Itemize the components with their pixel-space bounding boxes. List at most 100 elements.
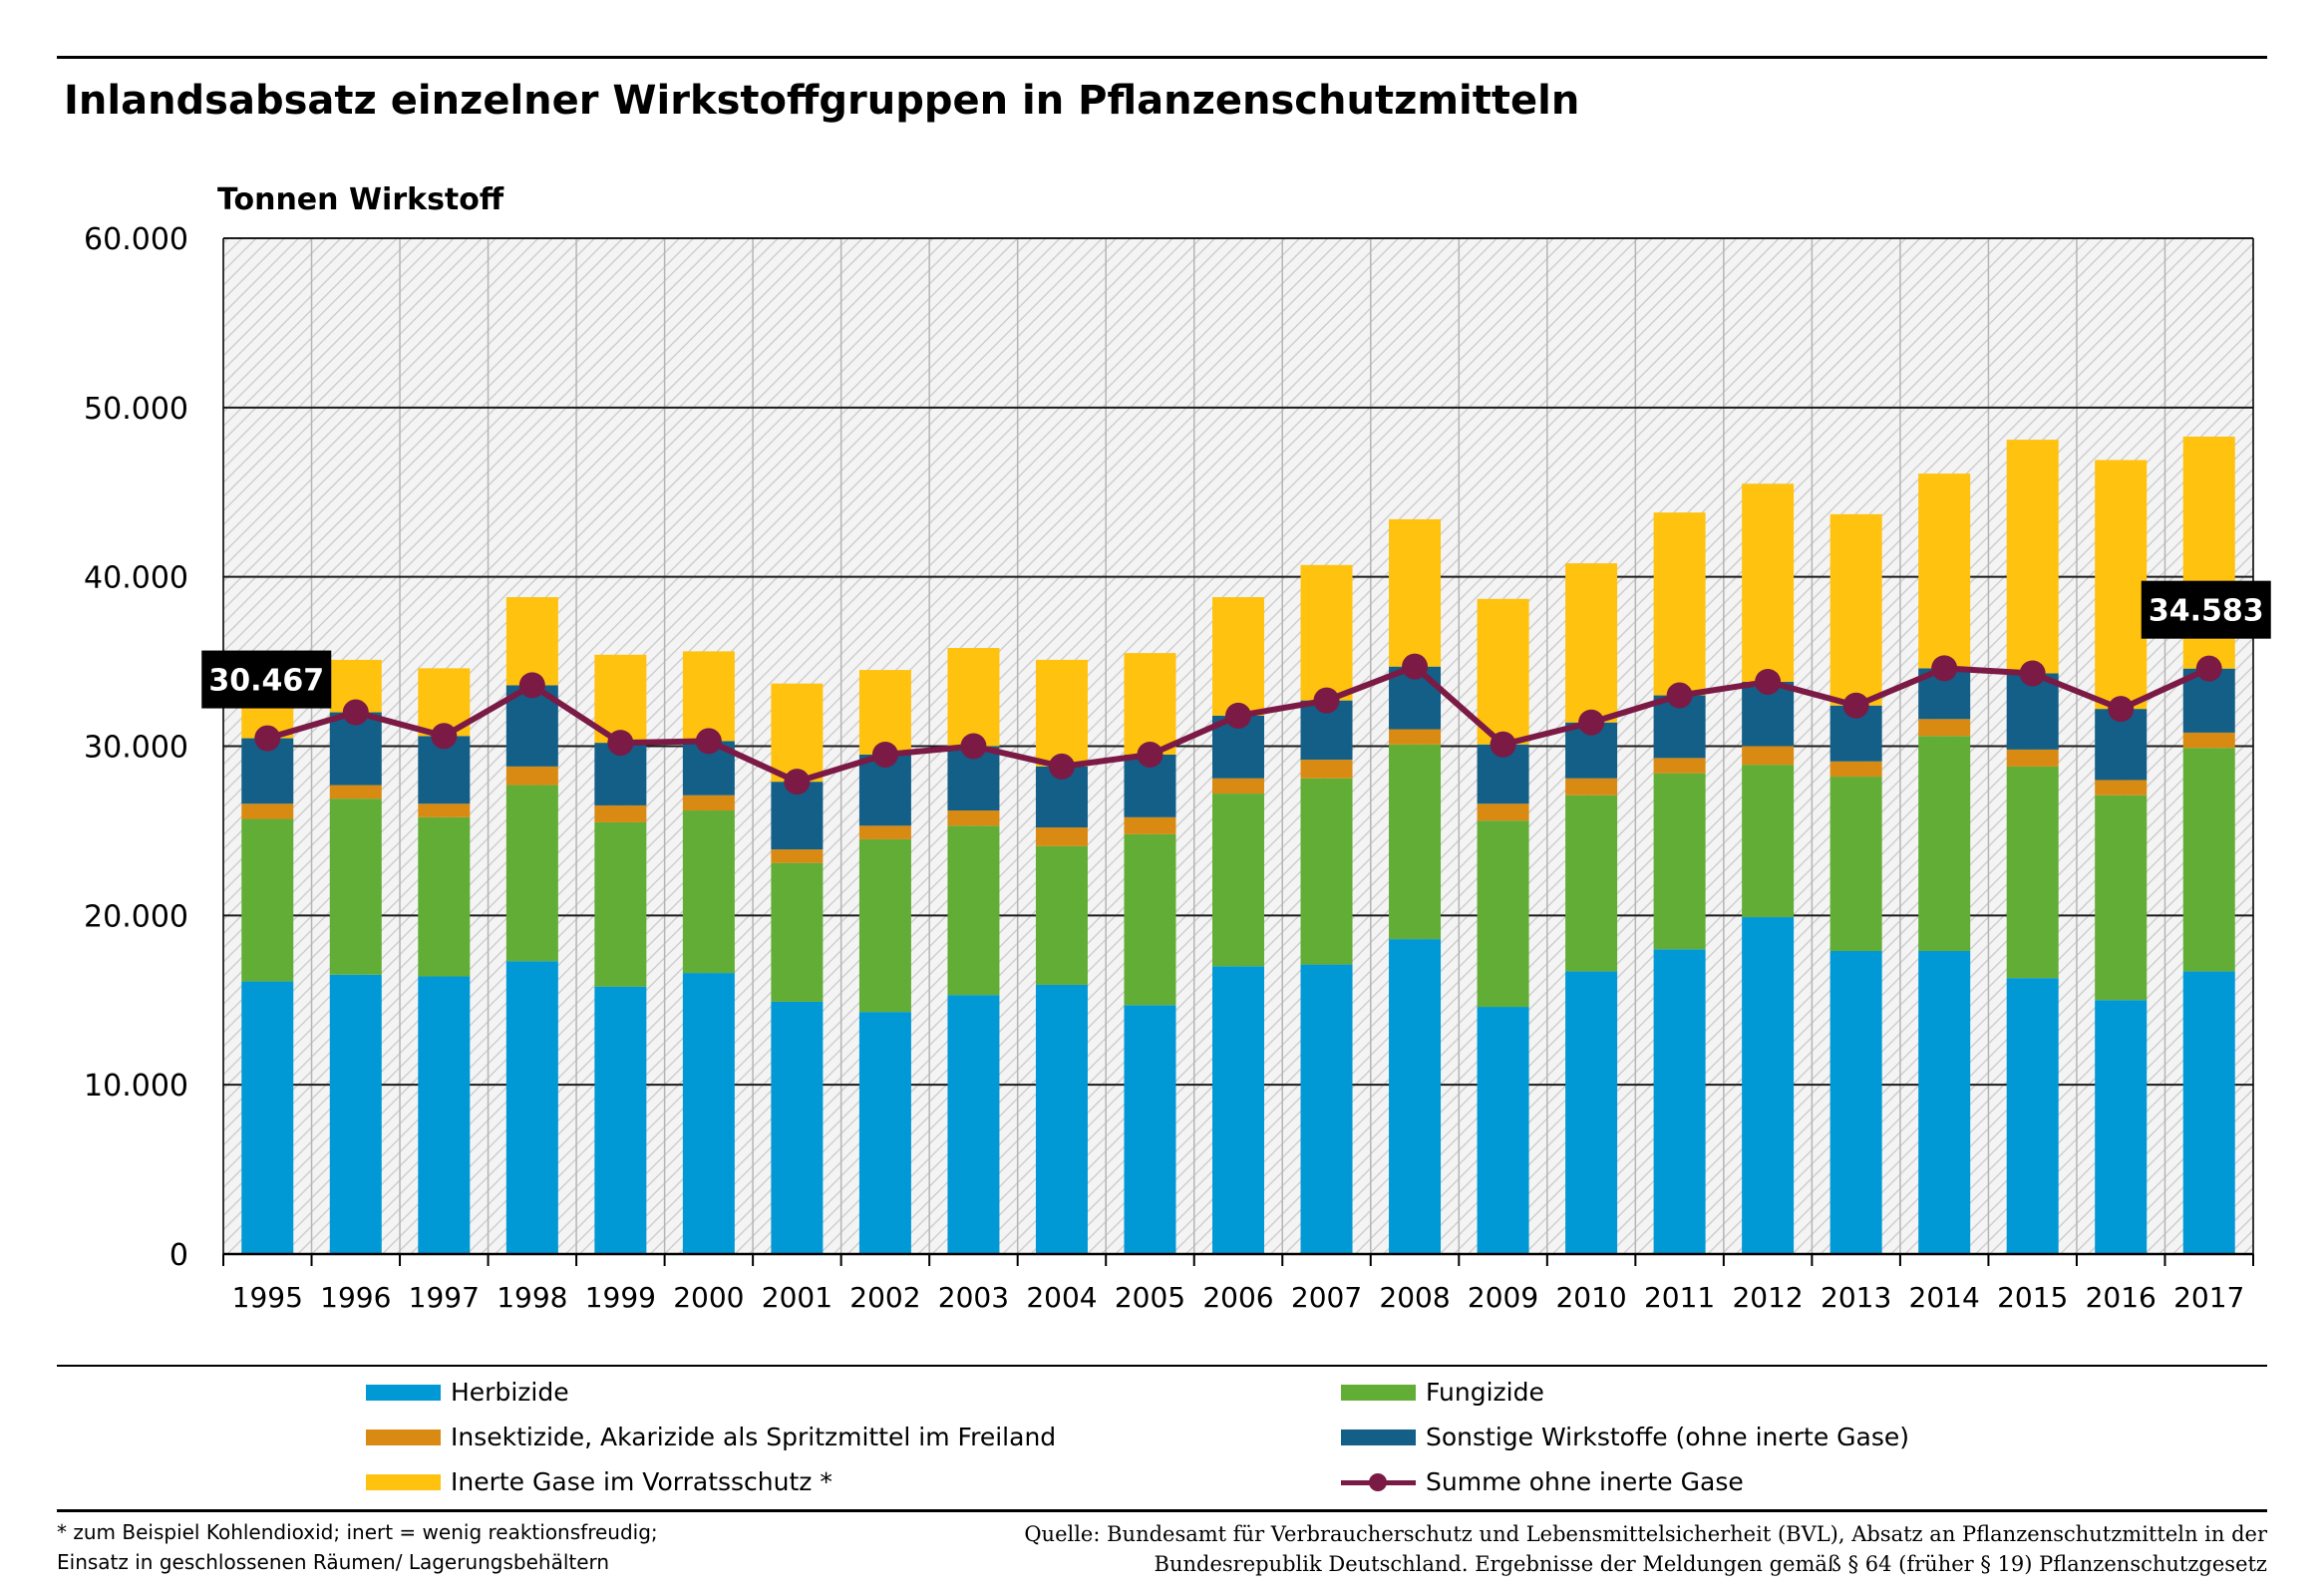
bar-fungizide: [241, 818, 294, 982]
bar-fungizide: [1918, 736, 1971, 951]
bar-herbizide: [858, 1012, 911, 1254]
bar-fungizide: [594, 821, 647, 987]
bar-insektizide: [329, 785, 382, 799]
bar-inerte: [947, 647, 1000, 747]
bar-herbizide: [1653, 949, 1706, 1254]
x-tick-label: 2001: [762, 1281, 832, 1314]
bar-fungizide: [771, 862, 824, 1002]
bar-insektizide: [858, 825, 911, 839]
annotation-label: 30.467: [208, 664, 324, 699]
x-tick-label: 1996: [320, 1281, 391, 1314]
sum-line: [254, 653, 2222, 795]
bar-stack-1995: [241, 704, 294, 1254]
x-tick-label: 2010: [1555, 1281, 1626, 1314]
sum-point: [695, 728, 722, 755]
bar-insektizide: [1653, 758, 1706, 774]
legend-fungizide: Fungizide: [1341, 1378, 1544, 1407]
x-tick-label: 2016: [2086, 1281, 2157, 1314]
x-tick-label: 2000: [673, 1281, 744, 1314]
sum-point: [518, 672, 545, 699]
bar-stack-2009: [1477, 598, 1529, 1254]
sum-point: [1225, 702, 1251, 729]
bar-insektizide: [1829, 761, 1882, 778]
bar-stack-1998: [505, 597, 558, 1254]
y-tick-label: 40.000: [84, 561, 188, 596]
legend-swatch-insektizide: [366, 1429, 441, 1445]
bar-stack-1999: [594, 654, 647, 1254]
sum-point: [1137, 741, 1163, 768]
bar-fungizide: [1653, 773, 1706, 950]
bar-inerte: [682, 651, 735, 742]
bar-stack-2016: [2095, 460, 2148, 1254]
bar-insektizide: [1035, 827, 1088, 846]
chart-title: Inlandsabsatz einzelner Wirkstoffgruppen…: [64, 78, 1580, 124]
sum-point: [960, 733, 987, 760]
bar-insektizide: [1742, 746, 1795, 766]
sum-point: [2195, 655, 2222, 682]
sum-point: [1313, 687, 1340, 714]
sum-point: [1578, 709, 1605, 736]
bar-fungizide: [418, 816, 471, 977]
bar-insektizide: [2095, 780, 2148, 795]
bar-stack-1996: [329, 659, 382, 1254]
footnote-line-2: Einsatz in geschlossenen Räumen/ Lagerun…: [57, 1550, 610, 1574]
sum-point: [431, 723, 458, 750]
top-rule: [57, 56, 2267, 59]
bar-stack-2014: [1918, 474, 1971, 1254]
bar-herbizide: [329, 974, 382, 1254]
annotation-box: [2141, 580, 2271, 639]
x-tick-label: 2007: [1291, 1281, 1362, 1314]
bar-insektizide: [505, 766, 558, 786]
sum-point: [254, 725, 281, 752]
x-tick-label: 2008: [1379, 1281, 1450, 1314]
bar-stack-2001: [771, 683, 824, 1254]
sum-point: [342, 699, 369, 726]
sum-point: [1402, 653, 1429, 680]
bar-herbizide: [2095, 1000, 2148, 1254]
bar-inerte: [1035, 659, 1088, 767]
x-tick-label: 1998: [497, 1281, 567, 1314]
y-tick-label: 20.000: [84, 899, 188, 934]
bar-insektizide: [594, 804, 647, 822]
sum-point: [1842, 692, 1869, 719]
legend-insektizide: Insektizide, Akarizide als Spritzmittel …: [366, 1423, 1056, 1451]
annotation-box: [201, 650, 332, 709]
bar-fungizide: [1389, 744, 1442, 940]
bar-inerte: [1300, 564, 1353, 701]
y-tick-label: 0: [169, 1238, 188, 1273]
bar-insektizide: [947, 810, 1000, 826]
legend-label: Sonstige Wirkstoffe (ohne inerte Gase): [1426, 1423, 1910, 1451]
bar-herbizide: [2182, 971, 2235, 1254]
x-tick-label: 2005: [1115, 1281, 1185, 1314]
bar-insektizide: [418, 803, 471, 817]
bar-stack-1997: [418, 668, 471, 1254]
bar-herbizide: [2006, 978, 2059, 1254]
legend-label: Fungizide: [1426, 1378, 1544, 1407]
bar-inerte: [1918, 474, 1971, 669]
bar-herbizide: [418, 976, 471, 1254]
sum-point: [1755, 668, 1782, 695]
legend-inerte: Inerte Gase im Vorratsschutz *: [366, 1467, 832, 1496]
bar-fungizide: [1477, 820, 1529, 1008]
legend-swatch-sonstige: [1341, 1429, 1416, 1445]
bar-stack-2015: [2006, 440, 2059, 1254]
bar-inerte: [1742, 483, 1795, 682]
y-tick-label: 10.000: [84, 1069, 188, 1104]
bar-inerte: [2095, 460, 2148, 710]
x-tick-label: 2003: [938, 1281, 1009, 1314]
sum-point: [607, 730, 634, 757]
bar-insektizide: [1389, 729, 1442, 745]
bar-insektizide: [2182, 732, 2235, 749]
sum-point: [1666, 682, 1693, 709]
bar-herbizide: [1124, 1005, 1176, 1254]
bar-stack-2004: [1035, 659, 1088, 1254]
bar-insektizide: [1300, 760, 1353, 779]
bar-stack-2010: [1565, 563, 1618, 1254]
bar-insektizide: [1212, 778, 1264, 794]
bar-fungizide: [2095, 794, 2148, 1001]
y-axis-label: Tonnen Wirkstoff: [217, 182, 504, 217]
x-tick-label: 2004: [1026, 1281, 1097, 1314]
bar-fungizide: [682, 810, 735, 974]
y-tick-label: 30.000: [84, 731, 188, 766]
y-tick-label: 60.000: [84, 222, 188, 257]
